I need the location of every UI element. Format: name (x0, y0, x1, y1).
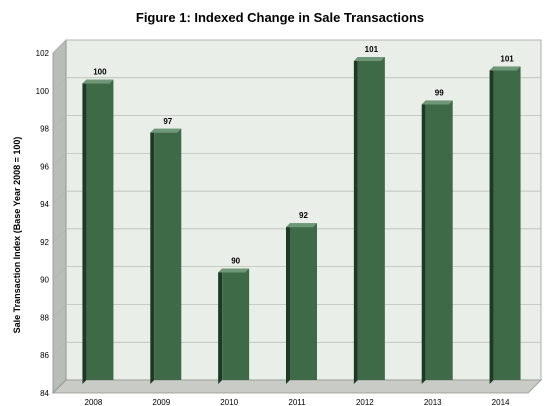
bar-side (150, 128, 155, 384)
data-label: 101 (365, 45, 379, 54)
data-label: 97 (163, 117, 172, 126)
bar (493, 66, 521, 380)
bar (154, 128, 182, 380)
x-tick-label: 2014 (492, 398, 510, 406)
x-tick-label: 2012 (356, 398, 374, 406)
gridline-side (52, 190, 67, 205)
bar (86, 79, 114, 381)
x-tick-label: 2013 (424, 398, 442, 406)
bar (222, 268, 250, 380)
bar-side (218, 268, 223, 384)
bar-top (150, 128, 182, 133)
bar (357, 57, 385, 380)
data-label: 99 (435, 88, 444, 97)
x-tick-label: 2010 (220, 398, 238, 406)
y-tick-label: 96 (40, 162, 49, 171)
x-tick-label: 2009 (152, 398, 170, 406)
data-label: 90 (231, 257, 240, 266)
y-tick-label: 100 (36, 87, 50, 96)
bar (425, 100, 453, 380)
x-tick-label: 2008 (85, 398, 103, 406)
gridline-side (52, 115, 67, 129)
gridline-side (52, 77, 67, 92)
bar-top (218, 268, 250, 273)
bar-side (286, 223, 290, 384)
bar-top (353, 57, 385, 61)
bar-top (286, 223, 317, 228)
y-tick-label: 88 (40, 313, 49, 322)
gridline-side (52, 304, 67, 318)
y-tick-label: 92 (40, 238, 49, 247)
bar-top (82, 79, 114, 84)
y-axis-title: Sale Transaction Index (Base Year 2008 =… (12, 137, 22, 334)
bar-top (489, 66, 521, 71)
bar-side (82, 79, 87, 385)
y-tick-label: 98 (40, 125, 49, 134)
y-tick-label: 94 (40, 200, 49, 209)
gridline-side (52, 266, 67, 280)
bar-side (353, 57, 358, 384)
gridline-side (52, 341, 67, 356)
gridline-side (52, 39, 67, 54)
chart-side-wall (52, 39, 67, 394)
chart-floor (52, 379, 542, 394)
x-tick-label: 2011 (288, 398, 306, 406)
bar (290, 223, 317, 380)
gridline-side (52, 228, 67, 243)
data-label: 92 (299, 211, 308, 220)
bar-top (421, 100, 453, 105)
plot-area: 84 86 88 90 92 94 96 98 100 102 100 2008 97 2009 90 201… (36, 39, 542, 406)
y-tick-label: 102 (36, 49, 50, 58)
data-label: 101 (500, 54, 514, 63)
y-tick-label: 90 (40, 276, 49, 285)
y-tick-label: 86 (40, 351, 49, 360)
chart-title: Figure 1: Indexed Change in Sale Transac… (136, 10, 424, 25)
bar-side (489, 66, 494, 384)
data-label: 100 (93, 68, 107, 77)
y-tick-label: 84 (40, 389, 49, 398)
bar-side (421, 100, 426, 384)
gridline-side (52, 153, 67, 167)
